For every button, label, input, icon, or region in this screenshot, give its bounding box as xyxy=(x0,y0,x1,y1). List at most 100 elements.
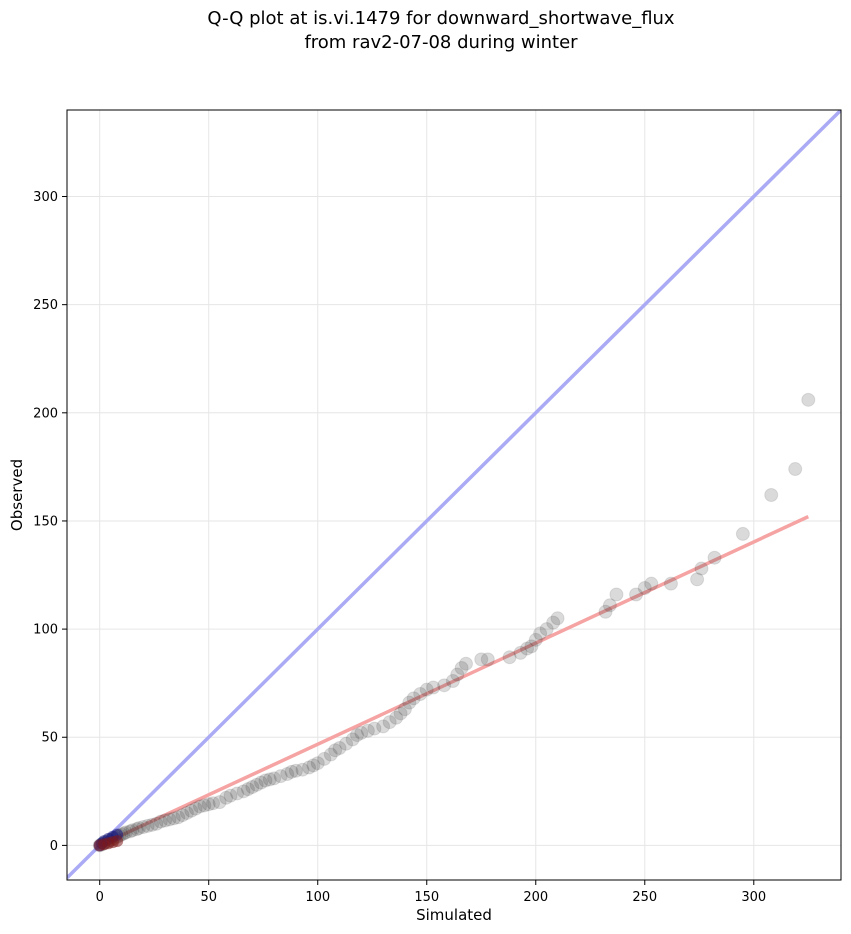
qq-point xyxy=(306,758,321,773)
qq-point xyxy=(254,775,269,790)
qq-point xyxy=(694,561,709,576)
qq-point xyxy=(609,587,624,602)
x-axis-ticks: 0 50 100 150 200 250 300 xyxy=(96,880,766,905)
qq-point xyxy=(179,805,194,820)
qq-point xyxy=(637,581,652,596)
qq-point xyxy=(788,462,803,477)
reference-lines xyxy=(67,110,841,880)
qq-point xyxy=(413,686,428,701)
qq-point xyxy=(454,661,469,676)
qq-point xyxy=(764,488,779,502)
qq-point xyxy=(323,747,338,762)
qq-point xyxy=(437,678,452,693)
qq-point xyxy=(513,645,528,660)
qq-point xyxy=(302,760,317,775)
qq-point xyxy=(419,682,434,697)
qq-point xyxy=(707,550,722,565)
chart-title-line-1: Q-Q plot at is.vi.1479 for downward_shor… xyxy=(207,8,675,29)
qq-point xyxy=(201,797,216,812)
y-tick-label: 100 xyxy=(33,623,58,638)
qq-point xyxy=(149,816,164,831)
qq-point xyxy=(240,782,255,797)
qq-point xyxy=(136,820,151,835)
qq-point xyxy=(258,773,273,788)
qq-point xyxy=(192,799,207,814)
qq-point xyxy=(339,736,354,751)
qq-point xyxy=(345,732,360,747)
qq-point xyxy=(236,784,251,799)
qq-point xyxy=(295,762,310,777)
qq-point xyxy=(273,769,288,784)
qq-point xyxy=(162,812,177,827)
x-tick-label: 0 xyxy=(96,890,104,905)
qq-point xyxy=(389,710,404,725)
qq-point xyxy=(598,604,613,619)
qq-point xyxy=(223,788,238,803)
x-tick-label: 50 xyxy=(200,890,217,905)
fit-line xyxy=(98,515,810,847)
x-tick-label: 200 xyxy=(523,890,548,905)
qq-point xyxy=(145,817,160,832)
qq-point xyxy=(153,814,168,829)
x-axis-title: Simulated xyxy=(416,906,492,924)
y-tick-label: 0 xyxy=(50,839,58,854)
y-tick-label: 250 xyxy=(33,298,58,313)
qq-point xyxy=(533,626,548,641)
qq-point xyxy=(735,526,750,541)
qq-point xyxy=(175,808,190,823)
qq-point xyxy=(212,795,227,810)
low-point-red xyxy=(111,835,124,848)
qq-point xyxy=(131,821,146,836)
qq-point xyxy=(801,392,816,407)
qq-point xyxy=(690,572,705,587)
qq-point xyxy=(206,796,221,811)
qq-point xyxy=(629,587,644,602)
qq-point xyxy=(474,652,489,667)
qq-point xyxy=(158,813,173,828)
qq-point xyxy=(288,763,303,778)
qq-point xyxy=(539,622,554,637)
qq-point xyxy=(262,772,277,787)
qq-point xyxy=(458,656,473,671)
qq-point xyxy=(349,728,364,743)
qq-point xyxy=(197,798,212,813)
qq-point xyxy=(328,743,343,758)
qq-point xyxy=(171,810,186,825)
y-axis-title: Observed xyxy=(8,459,26,531)
qq-point xyxy=(184,803,199,818)
qq-point xyxy=(140,818,155,833)
x-tick-label: 150 xyxy=(414,890,439,905)
qq-point xyxy=(644,576,659,591)
qq-point xyxy=(376,719,391,734)
qq-point xyxy=(393,706,408,721)
qq-point xyxy=(402,695,417,710)
qq-point xyxy=(332,741,347,756)
x-tick-label: 300 xyxy=(741,890,766,905)
qq-point xyxy=(546,615,561,630)
qq-point xyxy=(480,652,495,667)
qq-point xyxy=(219,790,234,805)
qq-point xyxy=(354,725,369,740)
y-axis-ticks: 0 50 100 150 200 250 300 xyxy=(33,190,67,854)
qq-point xyxy=(249,777,264,792)
y-tick-label: 50 xyxy=(41,731,58,746)
qq-point xyxy=(382,715,397,730)
qq-point xyxy=(317,751,332,766)
qq-point xyxy=(663,576,678,591)
qq-point xyxy=(550,611,565,626)
qq-point xyxy=(524,639,539,654)
qq-point xyxy=(123,824,138,839)
grid-lines xyxy=(67,110,841,880)
qq-point xyxy=(367,721,382,736)
x-tick-label: 100 xyxy=(305,890,330,905)
qq-point xyxy=(426,680,441,695)
qq-point xyxy=(166,811,181,826)
qq-point xyxy=(450,667,465,682)
qq-point xyxy=(502,650,517,665)
chart-title-line-2: from rav2-07-08 during winter xyxy=(304,32,578,53)
y-tick-label: 300 xyxy=(33,190,58,205)
qq-point xyxy=(360,723,375,738)
qq-point xyxy=(125,823,140,838)
qq-point xyxy=(280,767,295,782)
